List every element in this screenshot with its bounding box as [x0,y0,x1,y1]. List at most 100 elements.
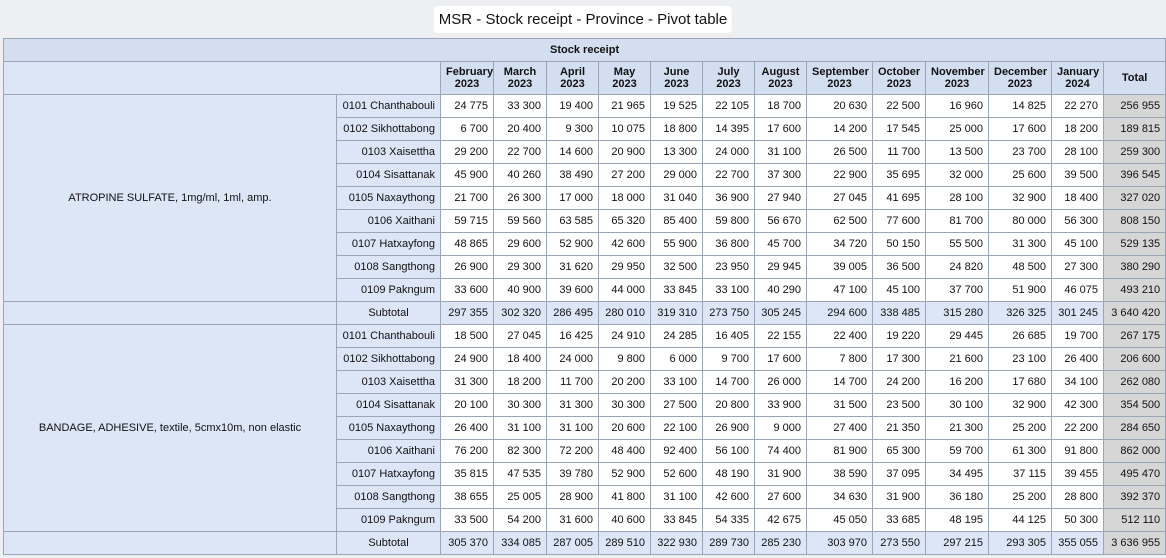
subtotal-cell: 334 085 [493,531,547,555]
subtotal-cell: 315 280 [925,301,989,325]
value-cell: 32 900 [988,393,1052,417]
month-header[interactable]: December 2023 [988,61,1052,95]
value-cell: 50 150 [872,232,926,256]
value-cell: 76 200 [440,439,494,463]
value-cell: 37 700 [925,278,989,302]
value-cell: 33 600 [440,278,494,302]
value-cell: 14 700 [702,370,755,394]
value-cell: 40 600 [598,508,651,532]
value-cell: 22 400 [806,324,873,348]
province-label: 0107 Hatxayfong [336,232,441,256]
value-cell: 20 800 [702,393,755,417]
value-cell: 6 700 [440,117,494,141]
table-row: 0109 Pakngum 33 500 54 200 31 600 40 600 33 8… [4,508,1166,532]
month-header[interactable]: June 2023 [650,61,703,95]
value-cell: 20 400 [493,117,547,141]
value-cell: 18 200 [1051,117,1104,141]
month-name: September [812,66,869,78]
value-cell: 44 125 [988,508,1052,532]
value-cell: 29 600 [493,232,547,256]
value-cell: 29 945 [754,255,807,279]
value-cell: 22 700 [493,140,547,164]
value-cell: 23 500 [872,393,926,417]
row-total-cell: 354 500 [1102,393,1166,417]
value-cell: 26 685 [988,324,1052,348]
province-label: 0104 Sisattanak [336,163,441,187]
value-cell: 30 300 [493,393,547,417]
month-header[interactable]: November 2023 [925,61,989,95]
subtotal-cell: 303 970 [806,531,873,555]
row-total-cell: 862 000 [1102,439,1166,463]
value-cell: 32 900 [988,186,1052,210]
month-header[interactable]: September 2023 [806,61,873,95]
table-row: 0104 Sisattanak 20 100 30 300 31 300 30 300 2… [4,393,1166,417]
value-cell: 22 500 [872,94,926,118]
row-total-cell: 493 210 [1102,278,1166,302]
row-total-cell: 327 020 [1102,186,1166,210]
month-year: 2023 [612,78,637,90]
value-cell: 27 200 [598,163,651,187]
row-total-cell: 495 470 [1102,462,1166,486]
value-cell: 20 200 [598,370,651,394]
row-total-cell: 262 080 [1102,370,1166,394]
month-year: 2023 [886,78,912,90]
value-cell: 33 685 [872,508,926,532]
value-cell: 31 300 [988,232,1052,256]
total-header[interactable]: Total [1102,61,1166,95]
province-label: 0108 Sangthong [336,485,441,509]
value-cell: 52 900 [546,232,599,256]
value-cell: 54 200 [493,508,547,532]
table-row: 0109 Pakngum 33 600 40 900 39 600 44 000 33 8… [4,278,1166,302]
value-cell: 91 800 [1051,439,1104,463]
month-header[interactable]: March 2023 [493,61,547,95]
subtotal-cell: 287 005 [546,531,599,555]
value-cell: 52 900 [598,462,651,486]
row-total-cell: 206 600 [1102,347,1166,371]
subtotal-cell: 305 370 [440,531,494,555]
value-cell: 33 845 [650,508,703,532]
month-header[interactable]: October 2023 [872,61,926,95]
value-cell: 33 900 [754,393,807,417]
value-cell: 14 700 [806,370,873,394]
value-cell: 29 200 [440,140,494,164]
value-cell: 27 300 [1051,255,1104,279]
province-label: 0105 Naxaythong [336,416,441,440]
value-cell: 17 545 [872,117,926,141]
value-cell: 29 000 [650,163,703,187]
subtotal-total-cell: 3 640 420 [1102,301,1166,325]
value-cell: 16 200 [925,370,989,394]
value-cell: 29 445 [925,324,989,348]
value-cell: 81 900 [806,439,873,463]
month-header[interactable]: August 2023 [754,61,807,95]
month-name: December [994,66,1048,78]
value-cell: 24 200 [872,370,926,394]
value-cell: 37 300 [754,163,807,187]
month-name: June [663,66,690,78]
month-header[interactable]: January 2024 [1051,61,1104,95]
table-row: 0102 Sikhottabong 24 900 18 400 24 000 9 800… [4,347,1166,371]
value-cell: 52 600 [650,462,703,486]
value-cell: 20 100 [440,393,494,417]
value-cell: 31 900 [754,462,807,486]
value-cell: 30 300 [598,393,651,417]
value-cell: 33 845 [650,278,703,302]
table-row: ATROPINE SULFATE, 1mg/ml, 1ml, amp. 0101 … [3,94,1166,302]
value-cell: 17 600 [988,117,1052,141]
value-cell: 56 300 [1051,209,1104,233]
value-cell: 18 000 [598,186,651,210]
month-header[interactable]: February 2023 [440,61,494,95]
row-total-cell: 396 545 [1102,163,1166,187]
value-cell: 37 095 [872,462,926,486]
value-cell: 45 050 [806,508,873,532]
value-cell: 63 585 [546,209,599,233]
value-cell: 25 200 [988,485,1052,509]
value-cell: 65 300 [872,439,926,463]
value-cell: 22 270 [1051,94,1104,118]
month-header[interactable]: July 2023 [702,61,755,95]
value-cell: 7 800 [806,347,873,371]
month-header[interactable]: April 2023 [546,61,599,95]
month-header[interactable]: May 2023 [598,61,651,95]
value-cell: 22 200 [1051,416,1104,440]
value-cell: 18 700 [754,94,807,118]
value-cell: 27 500 [650,393,703,417]
